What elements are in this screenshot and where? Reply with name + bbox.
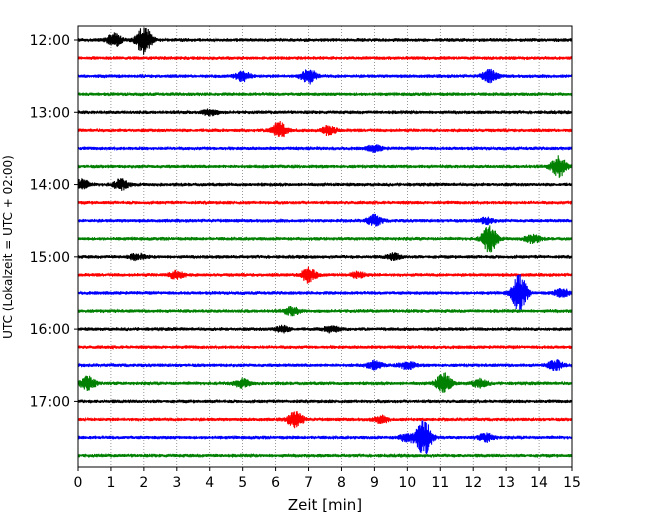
trace-1400	[78, 178, 572, 191]
y-tick-label-15:00: 15:00	[30, 250, 70, 266]
y-tick-label-13:00: 13:00	[30, 105, 70, 121]
x-tick-label-0: 0	[74, 475, 83, 491]
trace-1615	[78, 344, 572, 351]
trace-1630	[78, 359, 572, 372]
x-tick-label-1: 1	[106, 475, 115, 491]
y-tick-label-16:00: 16:00	[30, 322, 70, 338]
x-tick-label-7: 7	[304, 475, 313, 491]
trace-1545	[78, 305, 572, 317]
trace-1330	[78, 144, 572, 154]
x-tick-label-14: 14	[530, 475, 548, 491]
trace-1700	[78, 398, 572, 405]
x-tick-label-11: 11	[431, 475, 449, 491]
x-tick-label-8: 8	[337, 475, 346, 491]
trace-1200	[78, 27, 572, 55]
x-tick-label-13: 13	[497, 475, 515, 491]
x-tick-label-9: 9	[370, 475, 379, 491]
trace-1645	[78, 372, 572, 393]
trace-1215	[78, 55, 572, 61]
trace-1315	[78, 120, 572, 138]
trace-1500	[78, 252, 572, 262]
trace-1745	[78, 452, 572, 459]
y-axis-label: UTC (Lokalzeit = UTC + 02:00)	[1, 155, 15, 339]
y-tick-label-14:00: 14:00	[30, 178, 70, 194]
x-tick-label-3: 3	[172, 475, 181, 491]
x-tick-label-5: 5	[238, 475, 247, 491]
x-tick-label-2: 2	[139, 475, 148, 491]
trace-1415	[78, 199, 572, 206]
x-tick-label-12: 12	[464, 475, 482, 491]
y-tick-label-12:00: 12:00	[30, 33, 70, 49]
plot-frame	[77, 25, 573, 468]
trace-1730	[78, 420, 572, 455]
trace-1345	[78, 155, 572, 178]
x-tick-label-10: 10	[398, 475, 416, 491]
x-axis-label: Zeit [min]	[288, 496, 362, 514]
y-axis: 12:00 13:00 14:00 15:00 16:00 17:00	[30, 33, 78, 410]
trace-1515	[78, 266, 572, 284]
trace-1530	[78, 274, 572, 312]
trace-1430	[78, 213, 572, 227]
x-tick-label-6: 6	[271, 475, 280, 491]
x-tick-label-15: 15	[563, 475, 581, 491]
trace-group	[78, 27, 572, 459]
trace-1715	[78, 411, 572, 429]
trace-1245	[78, 91, 572, 97]
trace-1600	[78, 324, 572, 334]
x-axis: 0 1 2 3 4 5 6 7 8 9 10 11 12 13 14 15	[74, 467, 581, 491]
x-tick-label-4: 4	[205, 475, 214, 491]
trace-1230	[78, 68, 572, 85]
y-tick-label-17:00: 17:00	[30, 394, 70, 410]
trace-1445	[78, 225, 572, 253]
trace-1300	[78, 108, 572, 117]
